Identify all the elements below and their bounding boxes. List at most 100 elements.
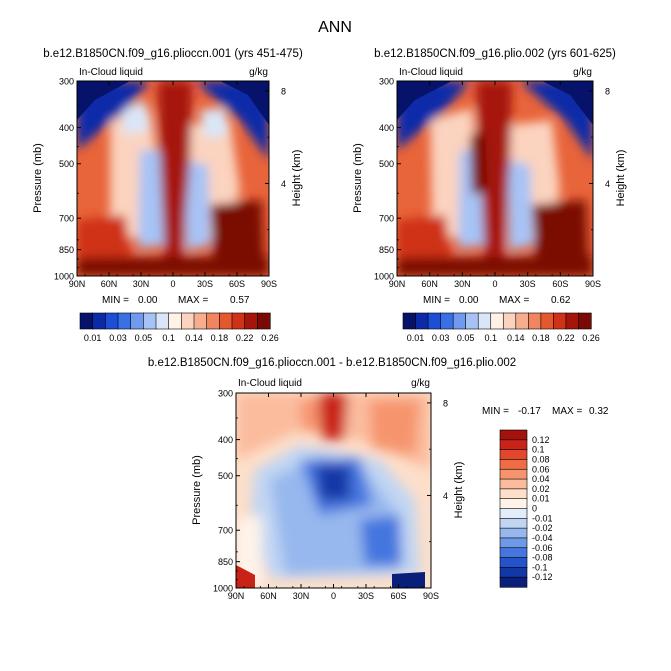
- contour-blob: [77, 256, 269, 276]
- min-label: MIN =: [482, 406, 509, 417]
- x-tick-label: 60S: [229, 279, 245, 289]
- colorbar-swatch: [578, 312, 592, 330]
- colorbar-swatch: [231, 312, 246, 330]
- contour-blob: [195, 81, 269, 160]
- colorbar-label: 0.14: [185, 333, 203, 343]
- colorbar-label: 0.26: [261, 333, 279, 343]
- colorbar-swatch: [168, 312, 182, 330]
- max-label: MAX =: [178, 295, 208, 306]
- colorbar-swatch: [499, 449, 528, 461]
- max-label: MAX =: [552, 406, 582, 417]
- colorbar-swatch: [105, 312, 119, 330]
- contour-blob: [77, 215, 132, 266]
- contour-blob: [120, 100, 150, 135]
- colorbar-swatch: [553, 312, 567, 330]
- colorbar-label: 0.1: [162, 333, 175, 343]
- colorbar-label: -0.02: [532, 523, 553, 533]
- y2-axis: 84: [265, 86, 286, 231]
- colorbar-swatch: [499, 468, 528, 480]
- colorbar-swatch: [206, 312, 220, 330]
- x-tick-label: 30S: [520, 279, 536, 289]
- colorbar-swatch: [540, 312, 554, 330]
- colorbar-label: 0.06: [532, 464, 550, 474]
- units-label: g/kg: [573, 67, 592, 78]
- y-tick-label: 700: [379, 214, 394, 224]
- x-tick-label: 0: [331, 591, 336, 601]
- colorbar-label: 0.05: [457, 333, 475, 343]
- colorbar-label: -0.01: [532, 513, 553, 523]
- colorbar-label: 0.14: [507, 333, 525, 343]
- max-label: MAX =: [499, 295, 529, 306]
- colorbar-label: 0: [532, 504, 537, 514]
- y-tick-label: 300: [59, 77, 74, 87]
- y-tick-label: 850: [59, 245, 74, 255]
- contour-blob: [360, 515, 402, 566]
- y-tick-label: 850: [218, 557, 233, 567]
- colorbar-label: 0.01: [532, 494, 550, 504]
- contour-blob: [470, 130, 488, 195]
- y2-tick-label: 4: [281, 179, 286, 189]
- x-tick-label: 90N: [389, 279, 406, 289]
- min-value: 0.00: [459, 295, 479, 306]
- heatmap-field: [397, 81, 593, 276]
- contour-blob: [138, 150, 165, 248]
- colorbar-label: 0.05: [135, 333, 153, 343]
- contour-blob: [397, 256, 593, 276]
- colorbar-swatch: [155, 312, 170, 330]
- x-tick-label: 30S: [358, 591, 374, 601]
- colorbar-swatch: [499, 547, 528, 559]
- colorbar-swatch: [181, 312, 195, 330]
- colorbar-swatch: [219, 312, 233, 330]
- y-axis-label: Pressure (mb): [32, 143, 44, 213]
- colorbar-swatch: [499, 537, 528, 549]
- min-label: MIN =: [423, 295, 450, 306]
- colorbar-label: 0.26: [582, 333, 600, 343]
- colorbar-swatch: [499, 557, 528, 568]
- colorbar-label: 0.01: [84, 333, 102, 343]
- x-tick-label: 60N: [260, 591, 277, 601]
- y-tick-label: 300: [379, 77, 394, 87]
- colorbar-label: 0.02: [532, 484, 550, 494]
- y2-tick-label: 4: [443, 491, 448, 501]
- min-label: MIN =: [102, 295, 129, 306]
- colorbar-swatch: [502, 312, 517, 330]
- colorbar-label: 0.22: [236, 333, 254, 343]
- x-tick-label: 30N: [133, 279, 150, 289]
- colorbar-label: 0.18: [532, 333, 550, 343]
- colorbar-swatch: [427, 312, 442, 330]
- y-tick-label: 400: [218, 435, 233, 445]
- x-tick-label: 90N: [228, 591, 245, 601]
- colorbar-label: 0.08: [532, 454, 550, 464]
- upper-corner-blue: [397, 81, 452, 120]
- panel-title: b.e12.B1850CN.f09_g16.plioccn.001 - b.e1…: [148, 357, 516, 369]
- min-value: -0.17: [518, 406, 541, 417]
- y-tick-label: 700: [59, 214, 74, 224]
- colorbar-swatch: [499, 576, 528, 588]
- colorbar-swatch: [499, 527, 528, 539]
- heatmap-field: [236, 393, 431, 588]
- y-tick-label: 500: [59, 159, 74, 169]
- x-tick-label: 60S: [552, 279, 568, 289]
- colorbar-swatch: [499, 459, 528, 470]
- y-tick-label: 850: [379, 245, 394, 255]
- colorbar-label: -0.06: [532, 543, 553, 553]
- contour-blob: [532, 200, 588, 262]
- panel-plio: b.e12.B1850CN.f09_g16.plio.002 (yrs 601-…: [352, 48, 627, 343]
- x-tick-label: 90S: [585, 279, 601, 289]
- colorbar-label: 0.12: [532, 435, 550, 445]
- colorbar-swatch: [499, 518, 528, 529]
- colorbar-label: 0.01: [407, 333, 425, 343]
- contour-blob: [476, 81, 512, 260]
- y2-tick-label: 8: [443, 398, 448, 408]
- colorbar-label: 0.03: [109, 333, 127, 343]
- colorbar-swatch: [79, 312, 94, 330]
- field-label: In-Cloud liquid: [399, 67, 463, 78]
- colorbar-swatch: [257, 312, 271, 330]
- heatmap-field: [77, 81, 269, 276]
- x-tick-label: 0: [492, 279, 497, 289]
- contour-blob: [158, 81, 192, 260]
- y-tick-label: 400: [59, 123, 74, 133]
- x-tick-label: 60S: [390, 591, 406, 601]
- y-tick-label: 500: [218, 471, 233, 481]
- x-tick-label: 60N: [101, 279, 118, 289]
